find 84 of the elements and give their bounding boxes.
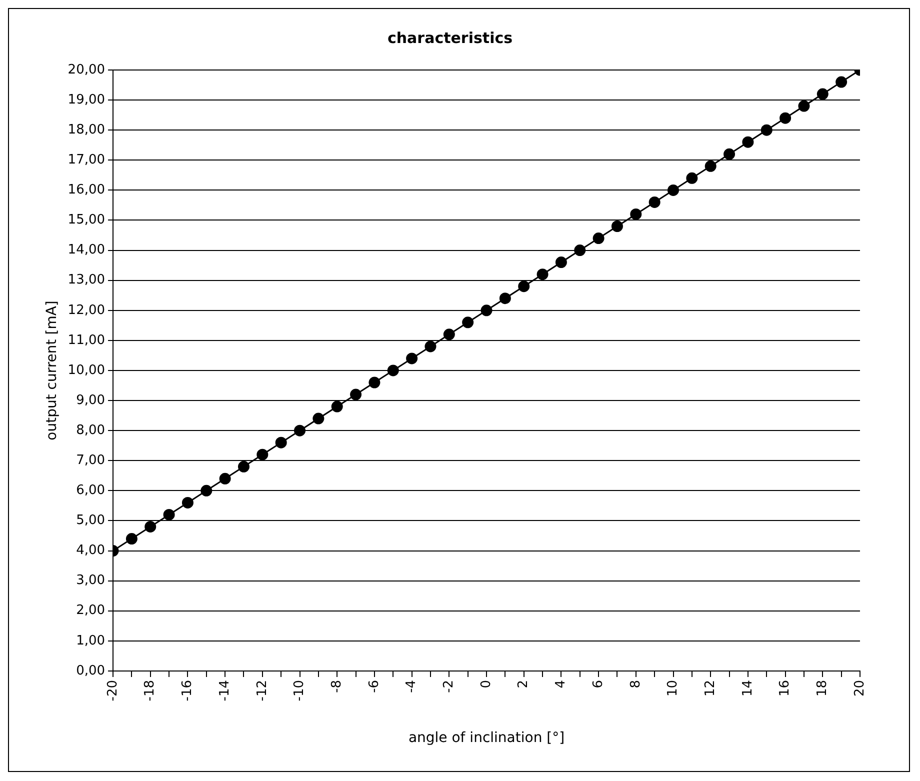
y-tick-label: 20,00	[68, 62, 106, 78]
point	[780, 112, 792, 124]
point	[704, 160, 716, 172]
x-tick-label: 16	[778, 680, 793, 697]
x-tick-label: 2	[516, 680, 532, 688]
point	[760, 124, 772, 136]
point	[256, 448, 268, 460]
x-tick-label: 0	[478, 680, 494, 688]
x-tick-label: -14	[217, 680, 232, 702]
point	[686, 172, 698, 184]
point	[238, 460, 250, 472]
x-tick-label: -10	[292, 680, 308, 702]
x-tick-label: -20	[105, 680, 120, 702]
y-tick-label: 16,00	[68, 182, 106, 198]
y-tick-label: 10,00	[68, 362, 106, 378]
point	[462, 316, 474, 328]
point	[312, 412, 324, 424]
x-tick-label: -12	[254, 680, 270, 702]
y-tick-label: 19,00	[68, 92, 106, 108]
point	[182, 496, 194, 508]
y-tick-label: 4,00	[76, 543, 106, 558]
x-tick-label: -6	[366, 680, 382, 693]
point	[350, 388, 362, 400]
chart-title: characteristics	[387, 28, 513, 47]
point	[648, 196, 660, 208]
y-tick-label: 8,00	[76, 422, 106, 438]
point	[480, 304, 492, 316]
y-tick-label: 11,00	[68, 332, 106, 348]
y-tick-label: 1,00	[76, 633, 106, 648]
point	[163, 508, 175, 520]
point	[836, 76, 848, 88]
point	[518, 280, 530, 292]
point	[424, 340, 436, 352]
y-axis-title: output current [mA]	[44, 300, 60, 440]
x-tick-label: -4	[404, 680, 420, 693]
point	[499, 292, 511, 304]
point	[406, 352, 418, 364]
y-tick-label: 6,00	[76, 483, 106, 498]
point	[798, 100, 810, 112]
y-tick-label: 5,00	[76, 513, 106, 528]
point	[668, 184, 680, 196]
x-tick-label: 6	[590, 680, 606, 688]
point	[219, 472, 231, 484]
x-tick-label: 8	[628, 680, 644, 688]
y-tick-label: 13,00	[68, 272, 106, 288]
point	[126, 533, 138, 545]
x-tick-label: 10	[666, 680, 681, 697]
y-tick-label: 2,00	[76, 603, 106, 618]
point	[630, 208, 642, 220]
y-tick-label: 18,00	[68, 122, 106, 138]
x-tick-label: 18	[815, 680, 830, 697]
y-tick-label: 15,00	[68, 212, 106, 228]
point	[742, 136, 754, 148]
x-tick-label: 20	[852, 680, 868, 697]
point	[592, 232, 604, 244]
point	[536, 268, 548, 280]
point	[331, 400, 343, 412]
x-tick-label: 4	[554, 680, 569, 688]
x-tick-label: -2	[442, 680, 457, 693]
x-tick-label: -18	[142, 680, 158, 702]
x-tick-label: 14	[740, 680, 756, 697]
point	[387, 364, 399, 376]
x-tick-label: 12	[702, 680, 718, 697]
x-tick-label: -8	[329, 680, 344, 693]
point	[816, 88, 828, 100]
point	[294, 424, 306, 436]
point	[724, 148, 736, 160]
point	[368, 376, 380, 388]
y-tick-label: 9,00	[76, 392, 106, 408]
y-tick-label: 17,00	[68, 152, 106, 168]
x-axis-title: angle of inclination [°]	[408, 730, 565, 746]
y-tick-label: 3,00	[76, 573, 106, 588]
point	[275, 436, 287, 448]
point	[611, 220, 623, 232]
y-tick-label: 12,00	[68, 302, 106, 318]
point	[144, 520, 156, 532]
point	[574, 244, 586, 256]
y-tick-label: 14,00	[68, 242, 106, 258]
point	[200, 484, 212, 496]
point	[555, 256, 567, 268]
point	[443, 328, 455, 340]
y-tick-label: 0,00	[76, 663, 106, 678]
y-tick-label: 7,00	[76, 453, 106, 468]
x-tick-label: -16	[180, 680, 196, 702]
